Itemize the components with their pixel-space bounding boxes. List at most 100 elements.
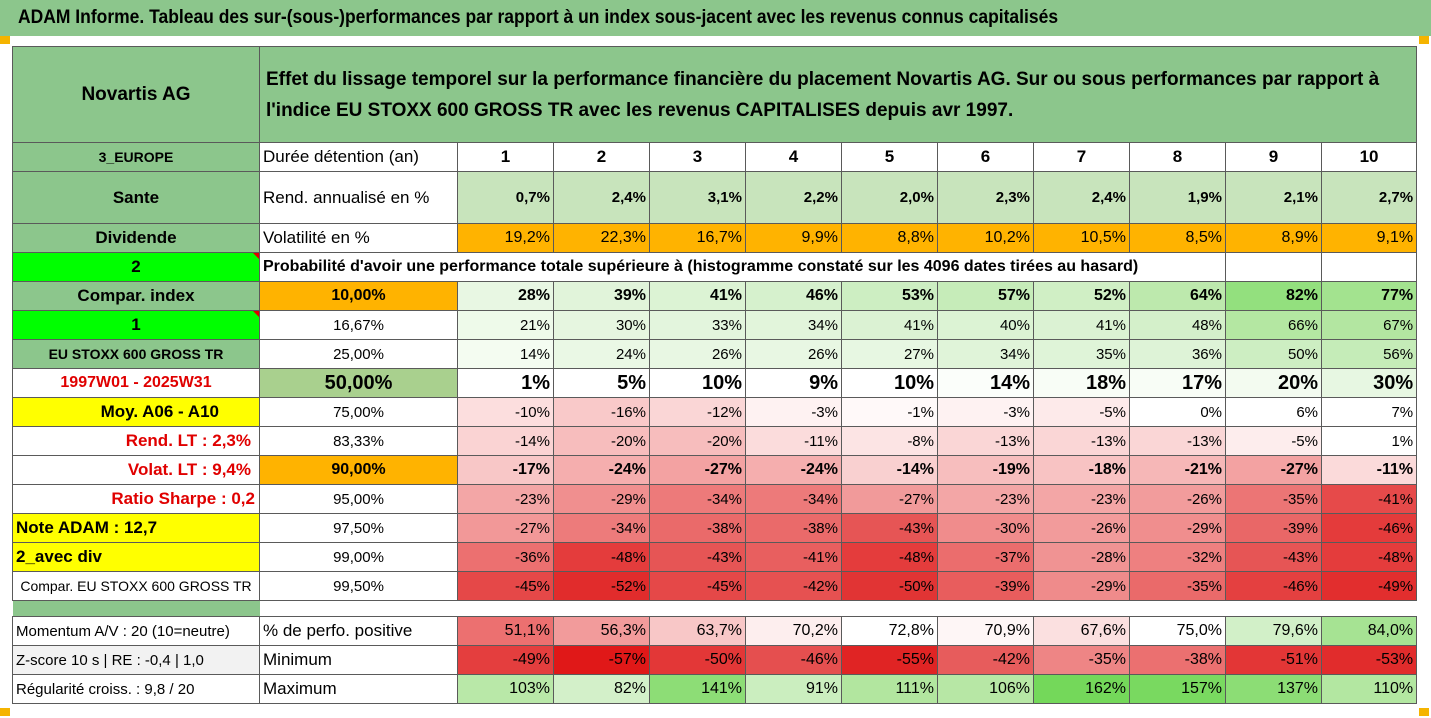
prob-cell[interactable]: 21% [457,310,554,340]
prob-cell[interactable]: -43% [649,542,746,572]
prob-cell[interactable]: -49% [1320,571,1418,601]
prob-cell[interactable]: -11% [1320,455,1418,485]
year-cell[interactable]: 10 [1320,142,1418,172]
stats-value[interactable]: -35% [1033,645,1130,675]
prob-cell[interactable]: -27% [649,455,746,485]
threshold-cell[interactable]: 90,00% [259,455,458,485]
year-cell[interactable]: 3 [649,142,746,172]
prob-cell[interactable]: -38% [745,513,842,543]
stats-label[interactable]: % de perfo. positive [259,616,458,646]
threshold-cell[interactable]: 25,00% [259,339,458,369]
prob-cell[interactable]: 30% [1320,368,1418,398]
prob-cell[interactable]: -36% [457,542,554,572]
prob-cell[interactable]: 53% [841,281,938,311]
prob-cell[interactable]: -42% [745,571,842,601]
stats-value[interactable]: 103% [457,674,554,704]
prob-cell[interactable]: -50% [841,571,938,601]
prob-title[interactable]: Probabilité d'avoir une performance tota… [259,252,1226,282]
prob-cell[interactable]: -34% [745,484,842,514]
prob-cell[interactable]: 82% [1225,281,1322,311]
prob-cell[interactable]: -45% [649,571,746,601]
div-mode-cell[interactable]: 2_avec div [12,542,260,572]
prob-cell[interactable]: -12% [649,397,746,427]
prob-cell[interactable]: 18% [1033,368,1130,398]
stats-value[interactable]: -42% [937,645,1034,675]
prob-cell[interactable]: -14% [841,455,938,485]
year-cell[interactable]: 2 [553,142,650,172]
sharpe-cell[interactable]: Ratio Sharpe : 0,2 [12,484,260,514]
prob-cell[interactable]: 50% [1225,339,1322,369]
threshold-cell[interactable]: 97,50% [259,513,458,543]
stats-value[interactable]: 79,6% [1225,616,1322,646]
empty-cell[interactable] [1225,252,1322,282]
prob-cell[interactable]: -3% [745,397,842,427]
vol-value[interactable]: 9,9% [745,223,842,253]
prob-cell[interactable]: -24% [745,455,842,485]
prob-cell[interactable]: -41% [1320,484,1418,514]
year-cell[interactable]: 8 [1129,142,1226,172]
zscore-cell[interactable]: Z-score 10 s | RE : -0,4 | 1,0 [12,645,260,675]
prob-cell[interactable]: -18% [1033,455,1130,485]
prob-cell[interactable]: -45% [457,571,554,601]
prob-cell[interactable]: 30% [553,310,650,340]
stats-value[interactable]: -53% [1320,645,1418,675]
prob-cell[interactable]: 41% [1033,310,1130,340]
stats-value[interactable]: 91% [745,674,842,704]
stats-label[interactable]: Maximum [259,674,458,704]
stats-value[interactable]: -57% [553,645,650,675]
prob-cell[interactable]: -24% [553,455,650,485]
stats-value[interactable]: 110% [1320,674,1418,704]
prob-cell[interactable]: 0% [1129,397,1226,427]
prob-cell[interactable]: 40% [937,310,1034,340]
code-1-cell[interactable]: 1 [12,310,260,340]
prob-cell[interactable]: 52% [1033,281,1130,311]
rend-value[interactable]: 2,3% [937,171,1034,224]
prob-cell[interactable]: 67% [1320,310,1418,340]
stats-value[interactable]: -50% [649,645,746,675]
vol-value[interactable]: 8,8% [841,223,938,253]
stats-value[interactable]: 70,9% [937,616,1034,646]
prob-cell[interactable]: -26% [1129,484,1226,514]
prob-cell[interactable]: -5% [1225,426,1322,456]
prob-cell[interactable]: -38% [649,513,746,543]
prob-cell[interactable]: 77% [1320,281,1418,311]
prob-cell[interactable]: 6% [1225,397,1322,427]
stats-value[interactable]: 72,8% [841,616,938,646]
vol-value[interactable]: 16,7% [649,223,746,253]
year-cell[interactable]: 4 [745,142,842,172]
prob-cell[interactable]: 35% [1033,339,1130,369]
stats-value[interactable]: 56,3% [553,616,650,646]
prob-cell[interactable]: 10% [649,368,746,398]
prob-cell[interactable]: -48% [553,542,650,572]
prob-cell[interactable]: -27% [841,484,938,514]
stats-value[interactable]: 84,0% [1320,616,1418,646]
threshold-cell[interactable]: 95,00% [259,484,458,514]
prob-cell[interactable]: -41% [745,542,842,572]
moy-label-cell[interactable]: Moy. A06 - A10 [12,397,260,427]
empty-cell[interactable] [1320,252,1418,282]
holding-label[interactable]: Durée détention (an) [259,142,458,172]
vol-value[interactable]: 8,9% [1225,223,1322,253]
rend-value[interactable]: 3,1% [649,171,746,224]
stats-value[interactable]: 70,2% [745,616,842,646]
prob-cell[interactable]: 46% [745,281,842,311]
prob-cell[interactable]: 28% [457,281,554,311]
prob-cell[interactable]: -30% [937,513,1034,543]
year-cell[interactable]: 9 [1225,142,1322,172]
rend-value[interactable]: 0,7% [457,171,554,224]
prob-cell[interactable]: -34% [649,484,746,514]
prob-cell[interactable]: -27% [1225,455,1322,485]
prob-cell[interactable]: 27% [841,339,938,369]
prob-cell[interactable]: 56% [1320,339,1418,369]
stats-value[interactable]: 63,7% [649,616,746,646]
stats-label[interactable]: Minimum [259,645,458,675]
stats-value[interactable]: 106% [937,674,1034,704]
rend-value[interactable]: 2,4% [1033,171,1130,224]
prob-cell[interactable]: 17% [1129,368,1226,398]
threshold-cell[interactable]: 50,00% [259,368,458,398]
prob-cell[interactable]: -43% [1225,542,1322,572]
prob-cell[interactable]: -29% [1033,571,1130,601]
prob-cell[interactable]: -43% [841,513,938,543]
rend-value[interactable]: 2,4% [553,171,650,224]
prob-cell[interactable]: -23% [457,484,554,514]
